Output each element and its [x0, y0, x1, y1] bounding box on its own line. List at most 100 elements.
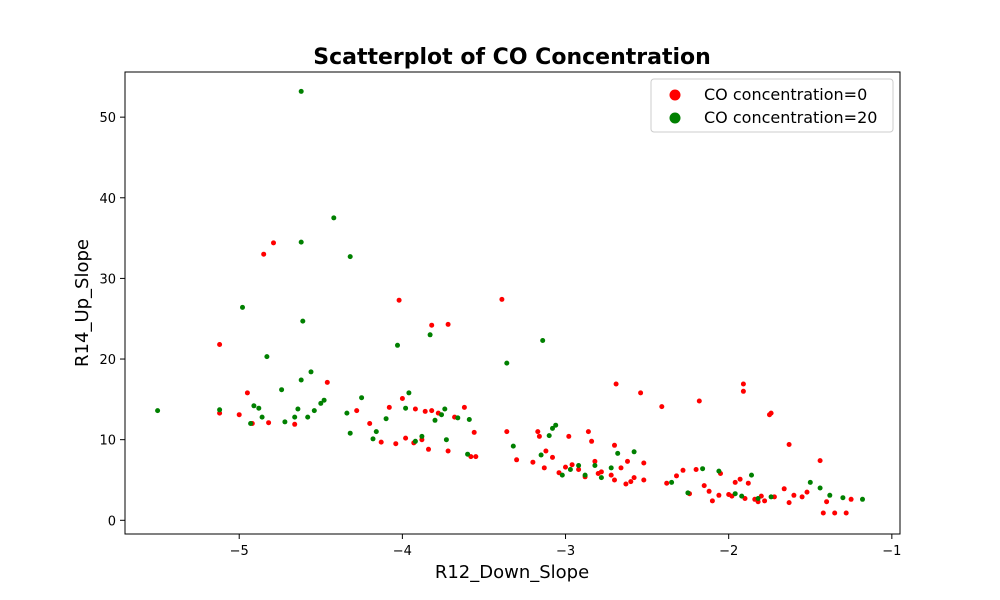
data-point-co-0 — [429, 322, 435, 328]
data-point-co-0 — [701, 483, 707, 489]
data-point-co-20 — [383, 416, 389, 422]
y-tick-label: 0 — [108, 514, 116, 529]
data-point-co-20 — [282, 419, 288, 425]
data-point-co-20 — [567, 467, 573, 472]
data-point-co-0 — [659, 404, 665, 410]
data-point-co-20 — [259, 414, 265, 420]
y-axis-title: R14_Up_Slope — [72, 239, 93, 367]
data-point-co-20 — [576, 463, 582, 468]
data-point-co-20 — [749, 472, 754, 478]
data-point-co-0 — [843, 510, 849, 516]
data-point-co-0 — [638, 390, 644, 396]
data-point-co-20 — [292, 414, 298, 420]
y-tick-label: 30 — [99, 272, 116, 287]
data-point-co-20 — [370, 436, 376, 442]
data-point-co-20 — [347, 430, 353, 436]
data-point-co-0 — [848, 496, 854, 502]
data-point-co-20 — [344, 410, 350, 416]
data-point-co-0 — [709, 498, 715, 504]
data-point-co-20 — [298, 239, 304, 245]
data-point-co-20 — [308, 369, 314, 375]
data-point-co-20 — [817, 485, 823, 491]
legend-label-co-20: CO concentration=20 — [704, 108, 877, 127]
data-point-co-0 — [612, 442, 617, 448]
data-point-co-0 — [716, 492, 722, 498]
data-point-co-20 — [395, 342, 400, 348]
data-point-co-0 — [445, 321, 451, 327]
x-axis-title: R12_Down_Slope — [435, 562, 589, 583]
legend-marker-co-0 — [669, 89, 681, 101]
y-tick-label: 20 — [99, 353, 116, 368]
y-axis: 0 10 20 30 40 50 — [99, 111, 125, 529]
data-point-co-0 — [473, 454, 479, 460]
data-point-co-0 — [598, 469, 604, 475]
y-tick-label: 50 — [99, 111, 116, 126]
data-point-co-0 — [541, 465, 547, 471]
data-point-co-0 — [324, 379, 330, 385]
data-point-co-20 — [582, 472, 588, 478]
x-tick-label: −3 — [556, 544, 575, 559]
data-point-co-0 — [576, 467, 582, 472]
data-point-co-20 — [592, 463, 598, 468]
data-point-co-20 — [608, 465, 614, 471]
data-point-co-20 — [732, 491, 738, 497]
data-point-co-0 — [566, 433, 572, 439]
data-point-co-0 — [781, 486, 787, 492]
data-point-co-0 — [403, 435, 409, 441]
data-point-co-20 — [439, 412, 444, 418]
data-point-co-0 — [625, 458, 630, 464]
data-point-co-0 — [820, 510, 826, 516]
data-point-co-20 — [331, 215, 337, 221]
data-point-co-0 — [612, 477, 617, 483]
data-point-co-0 — [461, 404, 467, 410]
x-tick-label: −5 — [230, 544, 249, 559]
data-point-co-20 — [598, 475, 604, 481]
data-point-co-0 — [530, 459, 536, 465]
data-point-co-0 — [745, 480, 751, 486]
legend: CO concentration=0 CO concentration=20 — [650, 78, 894, 133]
data-point-co-0 — [589, 438, 595, 444]
data-point-co-0 — [804, 489, 810, 495]
data-point-co-0 — [585, 429, 591, 435]
legend-marker-co-20 — [669, 112, 681, 124]
data-point-co-20 — [305, 414, 311, 420]
data-point-co-0 — [535, 429, 541, 435]
data-point-co-0 — [674, 473, 679, 479]
data-point-co-20 — [432, 417, 438, 423]
data-point-co-20 — [615, 450, 621, 456]
data-point-co-20 — [631, 449, 637, 455]
data-point-co-0 — [536, 433, 542, 439]
data-point-co-20 — [553, 422, 559, 428]
data-point-co-20 — [465, 451, 471, 457]
data-points — [155, 88, 865, 516]
data-point-co-20 — [295, 406, 301, 412]
data-point-co-0 — [471, 429, 477, 435]
data-point-co-20 — [546, 433, 552, 439]
data-point-co-20 — [510, 443, 516, 449]
data-point-co-0 — [740, 388, 746, 394]
data-point-co-20 — [264, 354, 270, 360]
data-point-co-0 — [412, 406, 418, 412]
data-point-co-20 — [807, 479, 813, 485]
data-point-co-20 — [455, 415, 461, 421]
y-tick-label: 40 — [99, 192, 116, 207]
data-point-co-0 — [569, 462, 575, 468]
data-point-co-0 — [732, 479, 738, 485]
data-point-co-20 — [540, 338, 546, 343]
plot-area — [124, 71, 901, 535]
x-tick-label: −1 — [882, 544, 901, 559]
data-point-co-20 — [443, 437, 449, 443]
data-point-co-0 — [550, 454, 555, 460]
data-point-co-0 — [396, 297, 402, 303]
data-point-co-0 — [737, 476, 743, 482]
data-point-co-20 — [279, 387, 285, 393]
data-point-co-0 — [832, 510, 838, 516]
data-point-co-0 — [386, 404, 392, 410]
data-point-co-20 — [442, 406, 448, 412]
data-point-co-0 — [608, 472, 614, 478]
x-tick-label: −4 — [393, 544, 412, 559]
data-point-co-20 — [412, 438, 418, 444]
data-point-co-20 — [538, 452, 544, 458]
data-point-co-20 — [256, 405, 262, 411]
